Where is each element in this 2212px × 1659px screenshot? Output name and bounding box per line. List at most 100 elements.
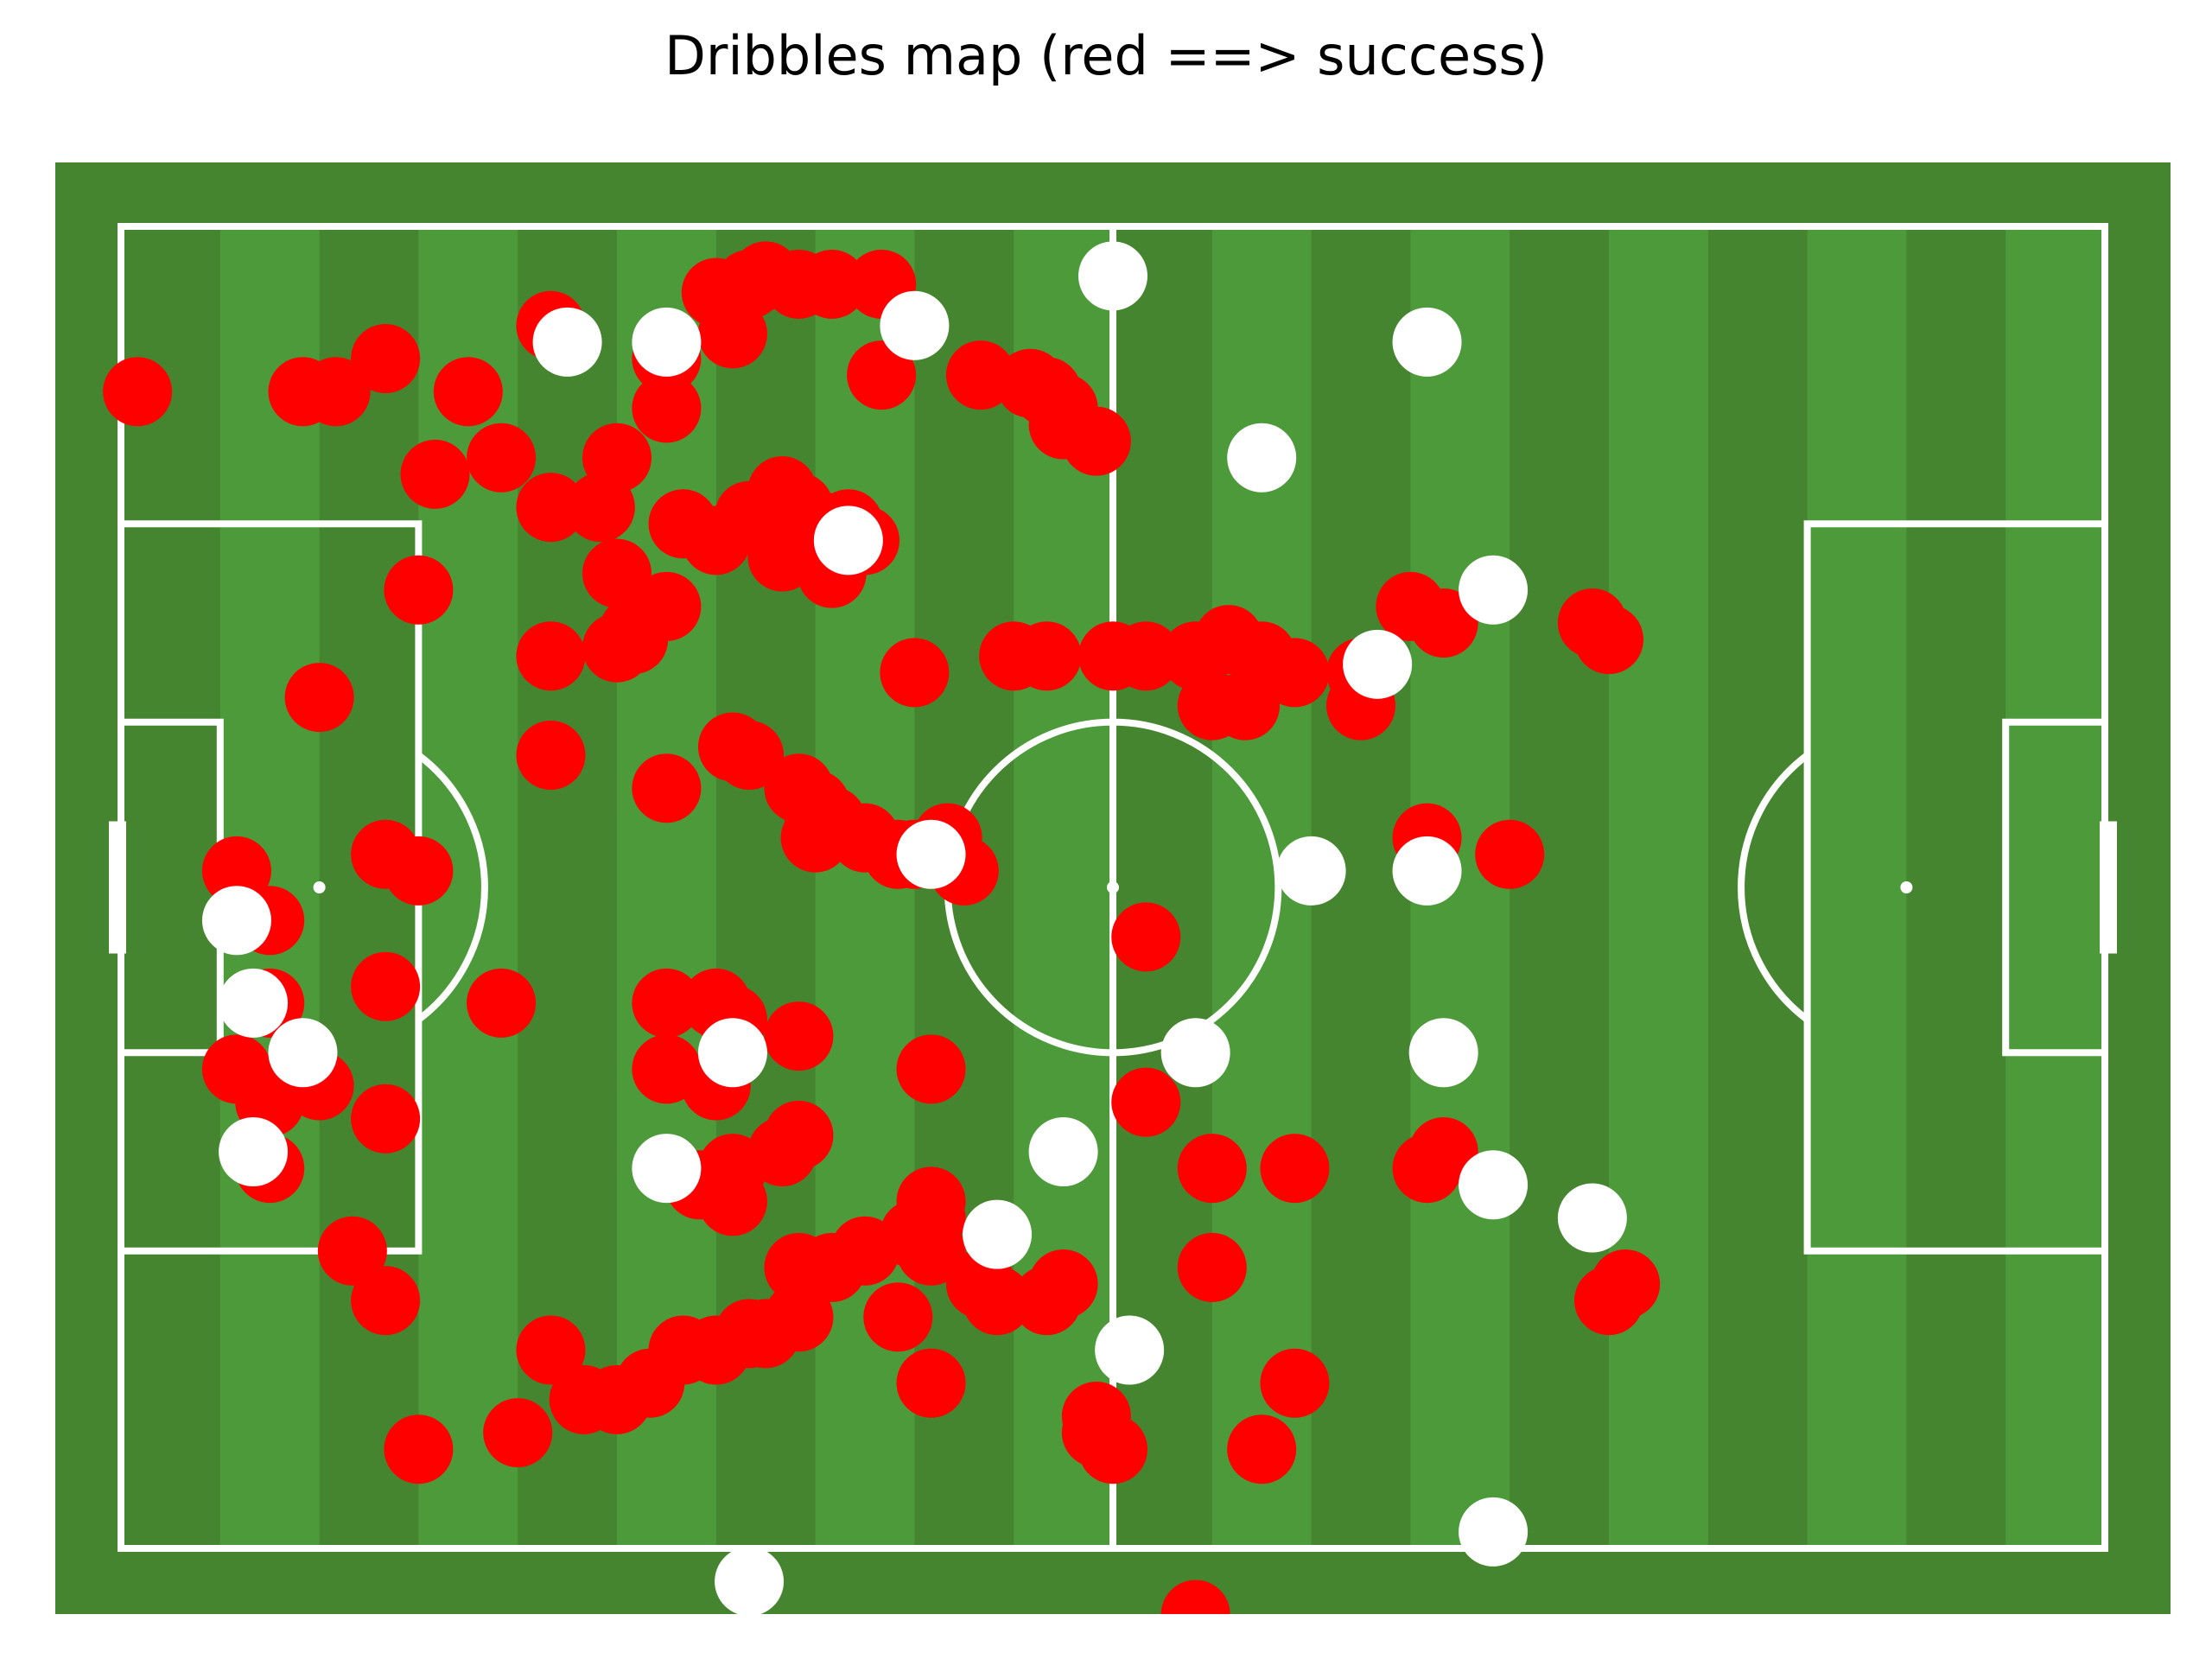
dribble-success-point — [384, 1414, 454, 1484]
dribble-success-point — [351, 1266, 421, 1336]
dribble-fail-point — [1459, 1150, 1529, 1220]
dribble-success-point — [1111, 1067, 1181, 1137]
dribble-success-point — [516, 1315, 586, 1385]
dribble-success-point — [582, 613, 652, 683]
dribble-success-point — [963, 1266, 1033, 1336]
right-penalty-spot — [1900, 881, 1913, 893]
dribble-fail-point — [697, 1018, 767, 1088]
dribble-success-point — [1591, 1249, 1661, 1319]
dribble-success-point — [797, 249, 867, 319]
dribble-success-point — [516, 473, 586, 543]
dribble-success-point — [400, 439, 470, 509]
dribble-success-point — [384, 836, 454, 906]
dribble-success-point — [896, 1348, 966, 1418]
dribble-success-point — [549, 1364, 619, 1434]
dribble-success-point — [301, 357, 371, 427]
dribble-success-point — [1061, 406, 1131, 476]
dribble-fail-point — [632, 1134, 702, 1204]
dribble-fail-point — [1557, 1183, 1627, 1253]
dribble-success-point — [847, 340, 917, 410]
dribble-success-point — [1012, 621, 1082, 691]
dribble-fail-point — [219, 968, 289, 1038]
dribble-success-point — [103, 357, 173, 427]
pitch-markers — [313, 881, 1913, 893]
dribble-success-point — [747, 1117, 817, 1186]
right-penalty-arc — [1738, 752, 1810, 1023]
dribble-fail-point — [896, 819, 966, 889]
dribble-success-point — [351, 324, 421, 393]
dribble-success-point — [880, 638, 950, 708]
dribble-success-point — [632, 373, 702, 443]
dribble-fail-point — [632, 307, 702, 377]
dribble-fail-point — [1392, 836, 1462, 906]
dribble-success-point — [697, 299, 767, 369]
dribble-success-point — [1177, 1232, 1247, 1302]
chart-title: Dribbles map (red ==> success) — [664, 24, 1548, 87]
dribble-fail-point — [715, 1547, 785, 1614]
dribble-success-point — [1408, 588, 1478, 658]
dribble-fail-point — [880, 290, 950, 360]
dribble-success-point — [516, 721, 586, 790]
dribble-success-point — [351, 1084, 421, 1154]
pitch-stripe — [1609, 226, 1708, 1548]
dribble-success-point — [632, 753, 702, 823]
dribble-success-point — [764, 1001, 834, 1071]
left-penalty-arc — [416, 752, 488, 1023]
dribble-fail-point — [1459, 1497, 1529, 1567]
dribble-success-point — [1260, 638, 1330, 708]
dribble-success-point — [1475, 819, 1545, 889]
dribble-success-point — [516, 621, 586, 691]
dribble-success-point — [1227, 1414, 1297, 1484]
dribble-points — [103, 241, 1661, 1614]
dribble-success-point — [1160, 1580, 1230, 1614]
dribble-fail-point — [219, 1117, 289, 1186]
dribble-success-point — [351, 951, 421, 1021]
dribble-fail-point — [268, 1018, 338, 1088]
dribble-success-point — [1211, 671, 1281, 741]
pitch-stripe — [2005, 226, 2105, 1548]
dribble-success-point — [467, 423, 537, 493]
dribble-fail-point — [1028, 1117, 1098, 1186]
dribble-fail-point — [1095, 1315, 1165, 1385]
pitch-stripe — [1807, 226, 1907, 1548]
dribble-fail-point — [1343, 629, 1413, 699]
dribble-fail-point — [813, 505, 883, 575]
dribble-success-point — [1078, 1414, 1147, 1484]
dribble-success-point — [1408, 1117, 1478, 1186]
dribble-success-point — [483, 1398, 553, 1468]
centre-spot — [1107, 881, 1119, 893]
dribble-fail-point — [201, 886, 271, 956]
dribble-fail-point — [1276, 836, 1346, 906]
dribble-fail-point — [1160, 1018, 1230, 1088]
dribble-success-point — [1111, 621, 1181, 691]
dribble-success-point — [1574, 605, 1643, 675]
dribble-success-point — [697, 1166, 767, 1236]
dribble-success-point — [201, 836, 271, 906]
dribble-success-point — [565, 473, 635, 543]
dribble-success-point — [880, 1199, 950, 1269]
dribble-fail-point — [532, 307, 602, 377]
dribble-success-point — [433, 357, 503, 427]
left-penalty-spot — [313, 881, 326, 893]
dribble-fail-point — [1078, 241, 1147, 311]
dribble-success-point — [467, 968, 537, 1038]
dribble-success-point — [284, 663, 354, 733]
dribble-success-point — [1111, 902, 1181, 972]
dribble-fail-point — [1459, 555, 1529, 625]
dribble-success-point — [1177, 1134, 1247, 1204]
dribble-fail-point — [1408, 1018, 1478, 1088]
dribble-success-point — [1260, 1348, 1330, 1418]
dribble-fail-point — [963, 1199, 1033, 1269]
dribble-fail-point — [1392, 307, 1462, 377]
dribble-success-point — [317, 1216, 387, 1286]
dribble-success-point — [715, 721, 785, 790]
dribble-success-point — [582, 538, 652, 608]
dribble-success-point — [896, 1034, 966, 1104]
dribble-success-point — [797, 1232, 867, 1302]
dribble-success-point — [632, 968, 702, 1038]
dribble-success-point — [863, 1282, 933, 1352]
dribble-success-point — [1012, 1266, 1082, 1336]
dribble-success-point — [384, 555, 454, 625]
dribble-success-point — [780, 803, 850, 873]
